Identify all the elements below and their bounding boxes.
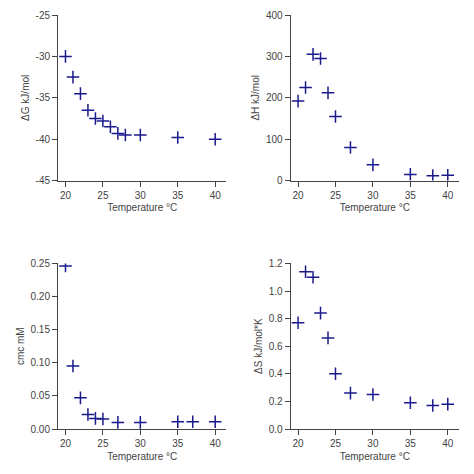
svg-text:0.20: 0.20 — [31, 291, 51, 302]
svg-text:35: 35 — [172, 190, 184, 201]
svg-text:1.0: 1.0 — [269, 286, 283, 297]
svg-text:25: 25 — [330, 438, 342, 449]
svg-text:ΔH kJ/mol: ΔH kJ/mol — [250, 75, 261, 121]
svg-text:0.15: 0.15 — [31, 324, 51, 335]
svg-text:0.0: 0.0 — [269, 424, 283, 435]
svg-text:-40: -40 — [36, 134, 51, 145]
svg-text:200: 200 — [266, 92, 283, 103]
svg-text:-25: -25 — [36, 10, 51, 21]
svg-text:30: 30 — [135, 190, 147, 201]
svg-text:20: 20 — [293, 190, 305, 201]
svg-text:40: 40 — [210, 438, 222, 449]
svg-text:400: 400 — [266, 10, 283, 21]
svg-text:40: 40 — [210, 190, 222, 201]
svg-text:30: 30 — [367, 438, 379, 449]
svg-text:25: 25 — [97, 438, 109, 449]
svg-text:35: 35 — [405, 438, 417, 449]
svg-text:40: 40 — [442, 438, 454, 449]
svg-text:20: 20 — [293, 438, 305, 449]
svg-text:25: 25 — [97, 190, 109, 201]
svg-text:Temperature °C: Temperature °C — [107, 451, 177, 462]
svg-text:30: 30 — [367, 190, 379, 201]
svg-text:-35: -35 — [36, 92, 51, 103]
svg-text:ΔG kJ/mol: ΔG kJ/mol — [20, 75, 31, 121]
svg-text:0.00: 0.00 — [31, 424, 51, 435]
svg-text:25: 25 — [330, 190, 342, 201]
svg-text:1.2: 1.2 — [269, 258, 283, 269]
svg-text:-30: -30 — [36, 51, 51, 62]
svg-text:Temperature °C: Temperature °C — [340, 451, 410, 462]
svg-text:0.2: 0.2 — [269, 396, 283, 407]
svg-text:20: 20 — [60, 190, 72, 201]
svg-text:35: 35 — [405, 190, 417, 201]
svg-text:0.6: 0.6 — [269, 341, 283, 352]
svg-text:35: 35 — [172, 438, 184, 449]
svg-text:300: 300 — [266, 51, 283, 62]
svg-text:-45: -45 — [36, 175, 51, 186]
svg-text:0.05: 0.05 — [31, 390, 51, 401]
svg-text:40: 40 — [442, 190, 454, 201]
svg-text:30: 30 — [135, 438, 147, 449]
svg-text:0.25: 0.25 — [31, 258, 51, 269]
svg-text:0: 0 — [277, 175, 283, 186]
svg-text:ΔS kJ/mol*K: ΔS kJ/mol*K — [253, 318, 264, 374]
svg-text:0.4: 0.4 — [269, 368, 283, 379]
svg-text:20: 20 — [60, 438, 72, 449]
svg-text:Temperature °C: Temperature °C — [340, 202, 410, 213]
svg-text:cmc mM: cmc mM — [15, 327, 26, 365]
svg-text:0.8: 0.8 — [269, 313, 283, 324]
svg-text:Temperature °C: Temperature °C — [107, 202, 177, 213]
svg-text:100: 100 — [266, 134, 283, 145]
svg-text:0.10: 0.10 — [31, 357, 51, 368]
